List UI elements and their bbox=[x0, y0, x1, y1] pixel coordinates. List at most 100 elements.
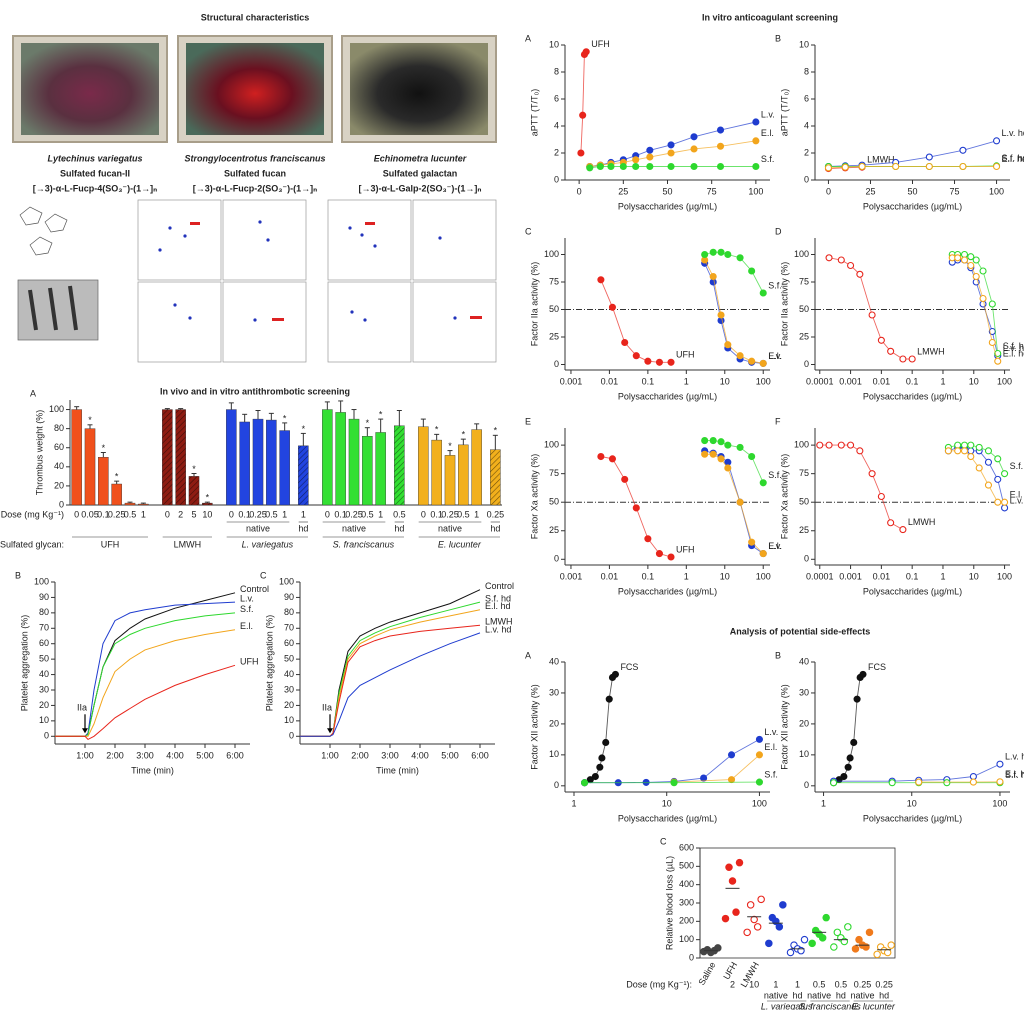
x-tick-label: 0.01 bbox=[873, 571, 891, 581]
form-label: hd bbox=[792, 990, 802, 1000]
data-point bbox=[866, 929, 872, 935]
y-tick-label: 20 bbox=[39, 700, 49, 710]
y-axis-label: Platelet aggregation (%) bbox=[19, 615, 29, 712]
data-point bbox=[691, 164, 697, 170]
formula: [→3)-α-L-Fucp-4(SO₃⁻)-(1→]ₙ bbox=[33, 183, 158, 193]
x-tick-label: 75 bbox=[707, 186, 717, 196]
data-point bbox=[997, 779, 1003, 785]
group-label: L. variegatus bbox=[242, 539, 294, 549]
data-point bbox=[826, 442, 832, 448]
x-tick-label: 10 bbox=[969, 571, 979, 581]
bar bbox=[376, 432, 386, 505]
y-tick-label: 0 bbox=[554, 174, 559, 184]
data-point bbox=[668, 359, 674, 365]
x-tick-label: 1 bbox=[684, 376, 689, 386]
data-point bbox=[884, 949, 890, 955]
significance: * bbox=[448, 441, 452, 451]
data-point bbox=[598, 277, 604, 283]
y-tick-label: 90 bbox=[39, 592, 49, 602]
data-point bbox=[691, 134, 697, 140]
data-point bbox=[718, 164, 724, 170]
nmr-spectrum bbox=[138, 282, 221, 362]
series-label: FCS bbox=[868, 662, 886, 672]
series-label: S.f. bbox=[764, 769, 778, 779]
data-point bbox=[718, 439, 724, 445]
y-tick-label: 10 bbox=[549, 749, 559, 759]
category-label: Saline bbox=[696, 960, 717, 987]
data-point bbox=[869, 312, 875, 318]
x-axis-label: Polysaccharides (µg/mL) bbox=[863, 586, 962, 596]
data-point bbox=[753, 138, 759, 144]
significance: * bbox=[494, 426, 498, 436]
significance: * bbox=[435, 425, 439, 435]
dose-tick-label: 1 bbox=[301, 509, 306, 519]
data-point bbox=[729, 777, 735, 783]
significance: * bbox=[302, 424, 306, 434]
data-point bbox=[691, 146, 697, 152]
y-tick-label: 6 bbox=[554, 93, 559, 103]
y-tick-label: 0 bbox=[554, 554, 559, 564]
panel-label: C bbox=[660, 836, 667, 846]
data-point bbox=[725, 342, 731, 348]
bar bbox=[253, 419, 263, 505]
data-point bbox=[668, 554, 674, 560]
series-label: E.l. bbox=[768, 351, 781, 361]
gel bbox=[18, 280, 98, 340]
dose-tick-label: 0.5 bbox=[813, 979, 826, 989]
y-axis-label: Factor IIa activity (%) bbox=[529, 262, 539, 347]
data-point bbox=[729, 752, 735, 758]
x-tick-label: 1 bbox=[684, 571, 689, 581]
x-tick-label: 0.01 bbox=[601, 376, 619, 386]
y-tick-label: 400 bbox=[679, 879, 694, 889]
bar bbox=[112, 484, 122, 505]
data-point bbox=[878, 494, 884, 500]
data-point bbox=[851, 739, 857, 745]
data-point bbox=[766, 940, 772, 946]
species-name: Echinometra lucunter bbox=[374, 153, 467, 163]
y-tick-label: 500 bbox=[679, 861, 694, 871]
data-point bbox=[960, 164, 966, 170]
dose-tick-label: 0 bbox=[229, 509, 234, 519]
y-tick-label: 8 bbox=[804, 66, 809, 76]
y-axis-label: Factor Xa activity (%) bbox=[779, 454, 789, 540]
data-point bbox=[823, 914, 829, 920]
y-tick-label: 6 bbox=[804, 93, 809, 103]
bar bbox=[472, 430, 482, 505]
y-tick-label: 30 bbox=[39, 684, 49, 694]
data-point bbox=[747, 902, 753, 908]
significance: * bbox=[283, 413, 287, 423]
series-label: FCS bbox=[620, 662, 638, 672]
data-point bbox=[702, 438, 708, 444]
y-tick-label: 100 bbox=[794, 440, 809, 450]
dose-tick-label: 0.5 bbox=[124, 509, 137, 519]
y-axis-label: aPTT (T/T₀) bbox=[529, 89, 539, 137]
significance: * bbox=[366, 418, 370, 428]
data-point bbox=[608, 164, 614, 170]
x-tick-label: 0 bbox=[826, 186, 831, 196]
dose-tick-label: 0.25 bbox=[487, 509, 505, 519]
dose-tick-label: 0.5 bbox=[457, 509, 470, 519]
y-tick-label: 25 bbox=[799, 525, 809, 535]
category-label: UFH bbox=[721, 960, 739, 981]
photo bbox=[21, 43, 159, 135]
section-title: In vitro anticoagulant screening bbox=[702, 12, 838, 22]
species-name: Lytechinus variegatus bbox=[47, 153, 142, 163]
dose-tick-label: 0.25 bbox=[875, 979, 893, 989]
form-label: native bbox=[807, 990, 831, 1000]
form-label: hd bbox=[836, 990, 846, 1000]
y-tick-label: 60 bbox=[39, 638, 49, 648]
data-point bbox=[826, 255, 832, 261]
panel-label: A bbox=[525, 650, 531, 660]
data-point bbox=[945, 448, 951, 454]
form-label: native bbox=[246, 523, 270, 533]
x-axis-label: Polysaccharides (µg/mL) bbox=[863, 201, 962, 211]
dose-tick-label: 0 bbox=[74, 509, 79, 519]
x-tick-label: 1 bbox=[571, 798, 576, 808]
data-point bbox=[749, 268, 755, 274]
x-tick-label: 10 bbox=[720, 571, 730, 581]
group-label: UFH bbox=[101, 539, 120, 549]
series-label: S.f. hd bbox=[1010, 461, 1024, 471]
series-label: E.l. hd bbox=[485, 601, 511, 611]
dose-tick-label: 0 bbox=[325, 509, 330, 519]
